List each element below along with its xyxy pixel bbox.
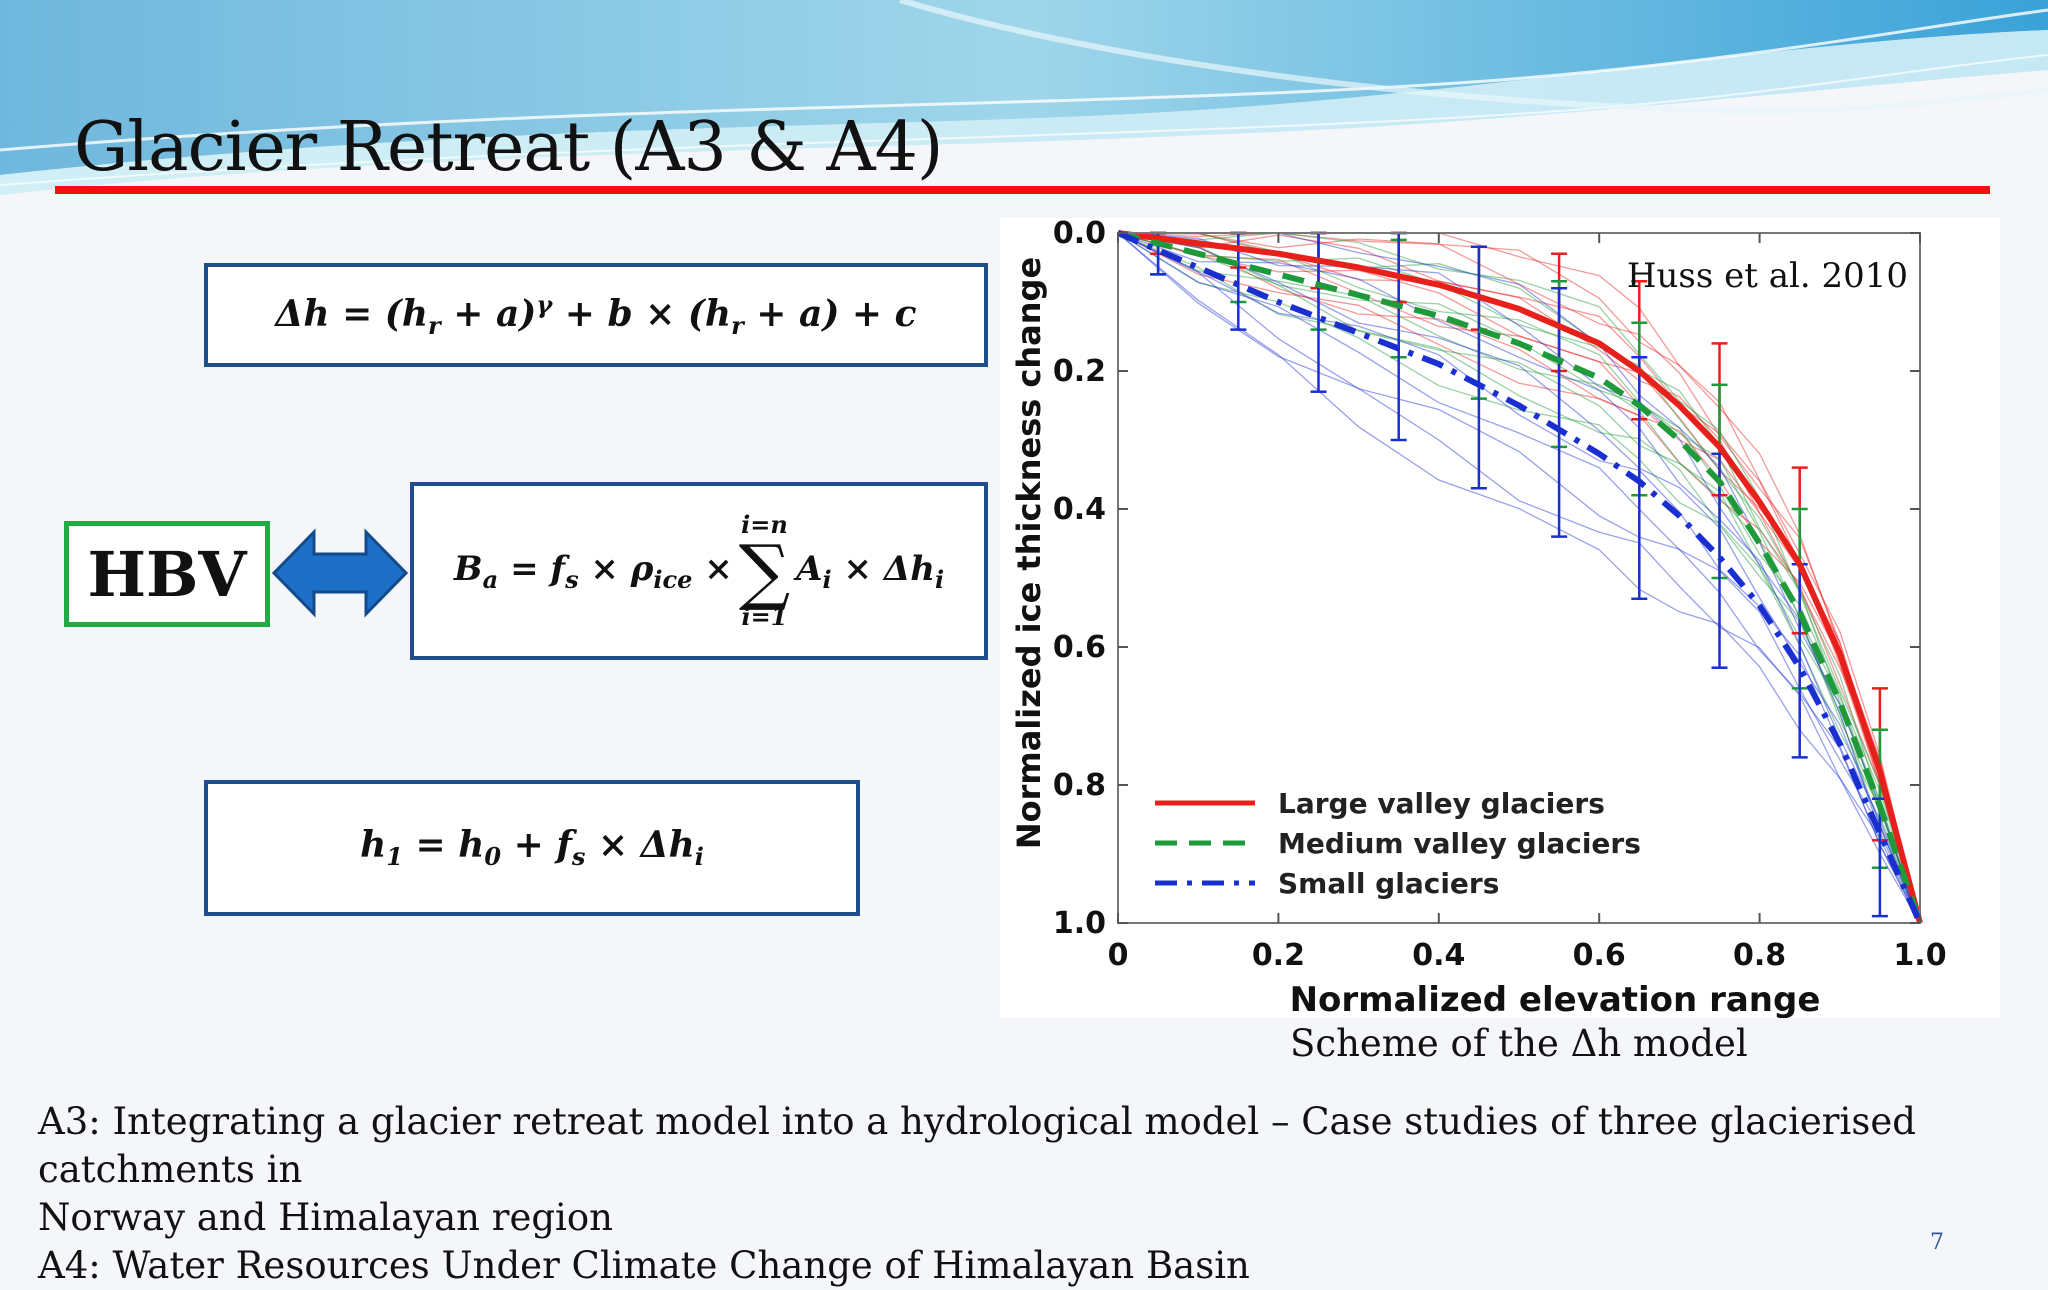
header-wave-decoration	[0, 0, 2048, 195]
x-tick-label: 0.2	[1252, 938, 1305, 973]
x-tick-label: 0.4	[1412, 938, 1465, 973]
y-tick-label: 0.0	[1053, 218, 1106, 251]
project-a3-line-2: Norway and Himalayan region	[38, 1196, 613, 1239]
y-tick-label: 0.4	[1053, 492, 1106, 527]
source-note: Huss et al. 2010	[1627, 256, 1908, 296]
ice-thickness-chart: 0 0.2 0.4 0.6 0.8 1.0 0.0 0.2 0.4 0.6 0.8 1.0 Norma…	[1000, 218, 2000, 1018]
delta-h-equation-box: Δh = (hr + a)γ + b × (hr + a) + c	[204, 263, 988, 367]
series-line	[1117, 230, 1923, 924]
series-line	[1117, 230, 1923, 924]
y-tick-label: 0.6	[1053, 630, 1106, 665]
project-a3-line-1: A3: Integrating a glacier retreat model …	[38, 1100, 1916, 1191]
double-arrow-icon	[272, 528, 408, 618]
axis-ticks: 0 0.2 0.4 0.6 0.8 1.0 0.0 0.2 0.4 0.6 0.8 1.0	[1053, 218, 1947, 973]
hbv-model-box: HBV	[64, 521, 270, 627]
project-description: A3: Integrating a glacier retreat model …	[38, 1098, 2008, 1290]
legend-label: Small glaciers	[1278, 867, 1499, 900]
project-a4-line: A4: Water Resources Under Climate Change…	[38, 1244, 1250, 1287]
y-tick-label: 0.2	[1053, 354, 1106, 389]
source-note-bg	[1640, 253, 1910, 263]
chart-background	[1000, 218, 2000, 1018]
x-axis-label: Normalized elevation range	[1290, 980, 1821, 1018]
plot-frame	[1117, 232, 1921, 924]
y-tick-label: 0.8	[1053, 768, 1106, 803]
thickness-update-equation: h1 = h0 + fs × Δhi	[360, 824, 704, 872]
x-tick-label: 0.8	[1733, 938, 1786, 973]
mass-balance-equation-box: Ba = fs × ρice × i=n ∑ i=1 Ai × Δhi	[410, 482, 988, 660]
legend-label: Large valley glaciers	[1278, 787, 1605, 820]
legend-label: Medium valley glaciers	[1278, 827, 1641, 860]
chart-caption: Scheme of the Δh model	[1290, 1022, 1748, 1065]
x-tick-label: 0.6	[1573, 938, 1626, 973]
y-axis-label: Normalized ice thickness change	[1010, 257, 1048, 849]
slide-title: Glacier Retreat (A3 & A4)	[74, 108, 943, 187]
delta-h-equation: Δh = (hr + a)γ + b × (hr + a) + c	[275, 289, 917, 341]
series-lines	[1116, 230, 1923, 925]
thickness-update-equation-box: h1 = h0 + fs × Δhi	[204, 780, 860, 916]
chart-legend: Large valley glaciers Medium valley glaci…	[1155, 787, 1641, 900]
x-tick-label: 1.0	[1893, 938, 1946, 973]
page-number: 7	[1930, 1230, 1944, 1255]
mass-balance-equation: Ba = fs × ρice × i=n ∑ i=1 Ai × Δhi	[453, 510, 945, 631]
y-tick-label: 1.0	[1053, 906, 1106, 941]
series-line	[1116, 230, 1923, 925]
x-tick-label: 0	[1108, 938, 1129, 973]
title-underline	[55, 186, 1990, 194]
